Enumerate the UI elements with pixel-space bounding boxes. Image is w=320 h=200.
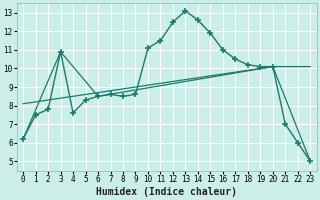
X-axis label: Humidex (Indice chaleur): Humidex (Indice chaleur) (96, 186, 237, 197)
